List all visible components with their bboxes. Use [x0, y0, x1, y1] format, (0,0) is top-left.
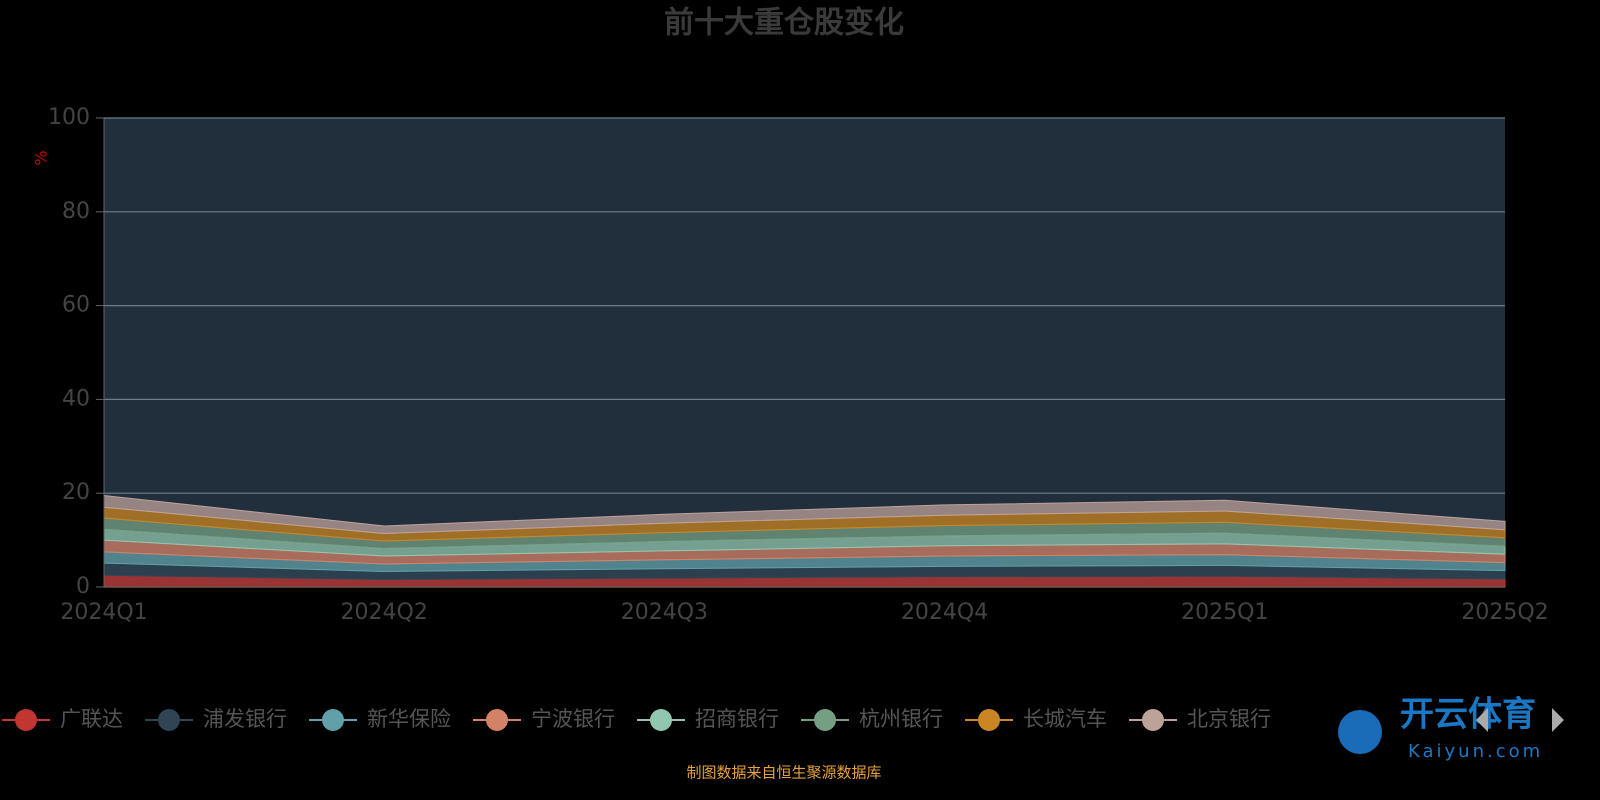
y-tick-label: 0 [76, 574, 90, 599]
legend-item[interactable]: 宁波银行 [473, 707, 615, 731]
x-tick-label: 2025Q1 [1181, 600, 1268, 625]
legend-label: 宁波银行 [531, 707, 615, 731]
chart-title: 前十大重仓股变化 [664, 6, 904, 41]
x-tick-label: 2025Q2 [1461, 600, 1548, 625]
x-tick-label: 2024Q4 [901, 600, 988, 625]
y-tick-label: 20 [62, 480, 90, 505]
legend-prev[interactable] [1476, 708, 1488, 732]
legend-marker [814, 709, 836, 731]
y-tick-label: 60 [62, 293, 90, 318]
source-note: 制图数据来自恒生聚源数据库 [686, 764, 881, 782]
x-tick-label: 2024Q3 [621, 600, 708, 625]
legend-marker [650, 709, 672, 731]
legend-label: 杭州银行 [859, 707, 943, 731]
x-tick-label: 2024Q1 [60, 600, 147, 625]
y-tick-label: 100 [48, 105, 90, 130]
legend-marker [978, 709, 1000, 731]
legend-label: 广联达 [60, 707, 123, 731]
legend-item[interactable]: 长城汽车 [965, 707, 1107, 731]
legend-marker [322, 709, 344, 731]
legend-label: 浦发银行 [203, 707, 287, 731]
x-tick-label: 2024Q2 [341, 600, 428, 625]
legend-item[interactable]: 广联达 [2, 707, 123, 731]
watermark-brand: 开云体育 [1400, 695, 1536, 735]
legend-marker [158, 709, 180, 731]
legend-item[interactable]: 杭州银行 [801, 707, 943, 731]
y-unit: % [32, 150, 51, 165]
legend-marker [1142, 709, 1164, 731]
watermark: 开云体育 Kaiyun.com [1338, 695, 1543, 762]
legend-next[interactable] [1552, 708, 1564, 732]
legend-marker [15, 709, 37, 731]
legend-label: 长城汽车 [1023, 707, 1107, 731]
legend-item[interactable]: 招商银行 [637, 707, 779, 731]
legend-item[interactable]: 浦发银行 [145, 707, 287, 731]
legend-label: 新华保险 [367, 707, 451, 731]
legend-item[interactable]: 新华保险 [309, 707, 451, 731]
legend-label: 招商银行 [695, 707, 779, 731]
legend-item[interactable]: 北京银行 [1129, 707, 1271, 731]
legend-label: 北京银行 [1187, 707, 1271, 731]
y-tick-label: 80 [62, 199, 90, 224]
watermark-logo [1338, 710, 1382, 754]
area [103, 494, 1506, 535]
y-tick-label: 40 [62, 386, 90, 411]
legend-marker [486, 709, 508, 731]
watermark-site: Kaiyun.com [1408, 741, 1543, 762]
